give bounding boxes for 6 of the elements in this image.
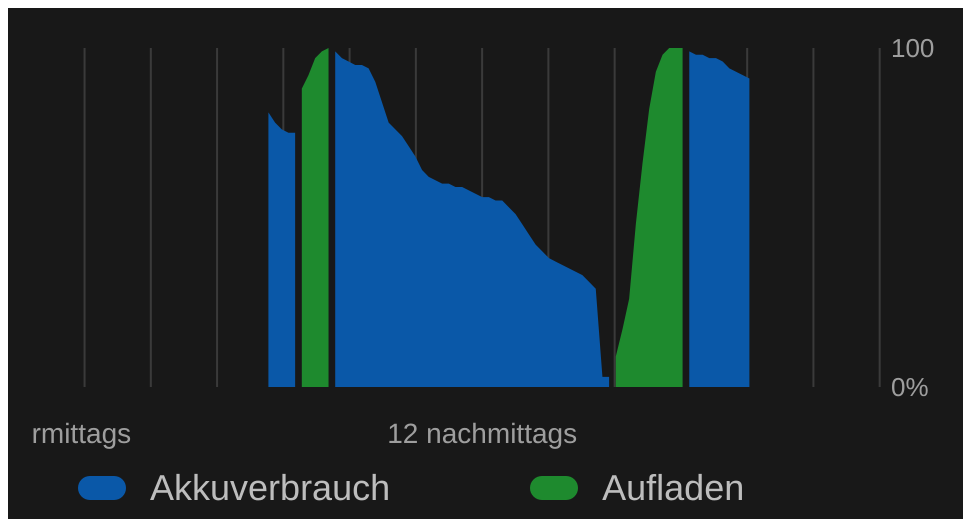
x-tick-label: 12 nachmittags [387,418,578,449]
y-tick-label: 0% [891,372,929,402]
x-tick-label: rmittags [32,418,132,449]
legend-label: Akkuverbrauch [150,467,390,509]
y-tick-label: 100 [891,33,934,64]
legend-label: Aufladen [602,467,744,509]
